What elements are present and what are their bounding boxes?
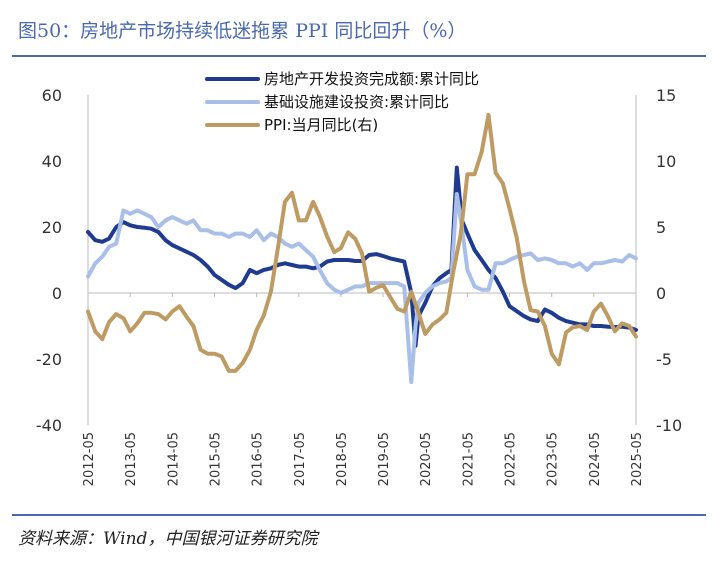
y-left-tick-label: 60 xyxy=(42,86,62,105)
y-right-tick-label: 5 xyxy=(656,218,666,237)
x-tick-label: 2019-05 xyxy=(377,432,392,486)
y-right-tick-label: -5 xyxy=(656,350,672,369)
y-left-tick-label: 0 xyxy=(52,284,62,303)
chart-title: 图50：房地产市场持续低迷拖累 PPI 同比回升（%） xyxy=(18,20,467,42)
x-tick-label: 2017-05 xyxy=(293,432,308,486)
x-tick-label: 2013-05 xyxy=(124,432,139,486)
legend-label: PPI:当月同比(右) xyxy=(264,116,378,134)
x-tick-label: 2024-05 xyxy=(588,432,603,486)
x-tick-label: 2020-05 xyxy=(419,432,434,486)
y-left-tick-label: -40 xyxy=(36,416,62,435)
y-right-tick-label: 15 xyxy=(656,86,676,105)
title-rule xyxy=(12,55,706,57)
x-tick-label: 2025-05 xyxy=(630,432,645,486)
y-left-tick-label: -20 xyxy=(36,350,62,369)
legend-label: 房地产开发投资完成额:累计同比 xyxy=(264,70,479,88)
x-tick-label: 2021-05 xyxy=(461,432,476,486)
x-tick-label: 2018-05 xyxy=(335,432,350,486)
y-left-tick-label: 20 xyxy=(42,218,62,237)
x-tick-label: 2012-05 xyxy=(82,432,97,486)
x-tick-label: 2016-05 xyxy=(251,432,266,486)
source-note: 资料来源：Wind，中国银河证券研究院 xyxy=(18,529,318,549)
source-rule xyxy=(12,514,706,516)
x-tick-label: 2023-05 xyxy=(546,432,561,486)
series-line xyxy=(86,165,638,348)
y-left-tick-label: 40 xyxy=(42,152,62,171)
y-right-tick-label: 10 xyxy=(656,152,676,171)
x-tick-label: 2014-05 xyxy=(166,432,181,486)
x-tick-label: 2022-05 xyxy=(504,432,519,486)
x-tick-label: 2015-05 xyxy=(208,432,223,486)
y-right-tick-label: 0 xyxy=(656,284,666,303)
series-line xyxy=(86,112,638,373)
y-right-tick-label: -10 xyxy=(656,416,682,435)
axes: 60 40 20 0 -20 -40 15 10 5 0 -5 -10 2012-05 2013-05 20… xyxy=(36,86,682,486)
series-layer xyxy=(86,112,638,385)
legend-label: 基础设施建设投资:累计同比 xyxy=(264,93,449,111)
